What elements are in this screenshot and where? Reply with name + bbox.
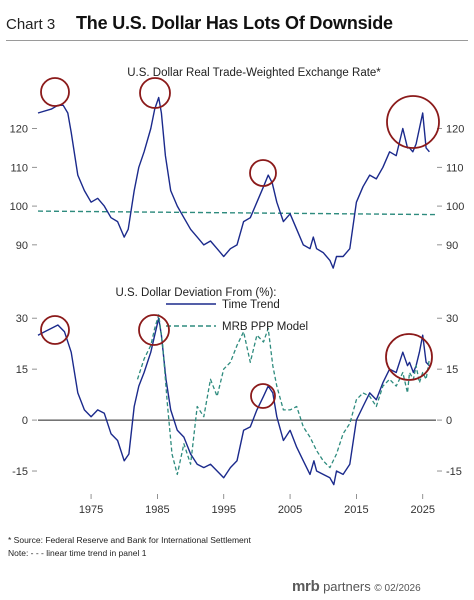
panel-title: U.S. Dollar Deviation From (%):	[115, 287, 276, 299]
y-tick-label-left: 30	[16, 313, 28, 325]
y-tick-label-right: 120	[446, 124, 464, 136]
x-tick-label: 2025	[410, 504, 434, 516]
series-line-ppp-model	[136, 314, 431, 476]
y-tick-label-left: 90	[16, 240, 28, 252]
x-tick-label: 1975	[79, 504, 103, 516]
panel-dollar-deviation: U.S. Dollar Deviation From (%): -15 -15 0 0 1…	[12, 287, 462, 516]
y-tick-label-right: 110	[446, 162, 464, 174]
y-tick-label-left: 100	[10, 201, 28, 213]
y-tick-label-left: 15	[16, 364, 28, 376]
y-tick-label-left: 0	[22, 415, 28, 427]
legend-label: Time Trend	[222, 299, 280, 311]
x-tick-label: 2015	[344, 504, 368, 516]
y-tick-label-left: -15	[12, 466, 28, 478]
highlight-circle	[386, 95, 440, 149]
highlight-circle	[250, 383, 276, 409]
series-line-time-trend	[37, 96, 430, 269]
chart-number: Chart 3	[6, 16, 56, 33]
x-tick-label: 1995	[211, 504, 235, 516]
brand-date: © 02/2026	[374, 583, 421, 594]
x-tick-label: 1985	[145, 504, 169, 516]
y-tick-label-right: -15	[446, 466, 462, 478]
highlight-circle	[40, 315, 70, 345]
chart-header: Chart 3 The U.S. Dollar Has Lots Of Down…	[6, 10, 468, 40]
chart-title: The U.S. Dollar Has Lots Of Downside	[76, 13, 393, 33]
source-note: * Source: Federal Reserve and Bank for I…	[8, 535, 251, 545]
legend-label: MRB PPP Model	[222, 321, 308, 333]
y-tick-label-right: 100	[446, 201, 464, 213]
brand-logo: mrb partners © 02/2026	[292, 578, 421, 595]
y-tick-label-right: 30	[446, 313, 458, 325]
highlight-circle	[138, 314, 170, 346]
brand-sub: partners	[323, 579, 371, 594]
y-tick-label-right: 90	[446, 240, 458, 252]
panel-title: U.S. Dollar Real Trade-Weighted Exchange…	[127, 67, 381, 79]
highlight-circle	[139, 77, 171, 109]
y-tick-label-left: 110	[10, 162, 28, 174]
panel-real-exchange-rate: U.S. Dollar Real Trade-Weighted Exchange…	[10, 67, 464, 269]
brand-main: mrb	[292, 578, 320, 595]
x-tick-label: 2005	[278, 504, 302, 516]
header-divider	[6, 40, 468, 41]
trend-line	[37, 210, 437, 216]
y-tick-label-right: 0	[446, 415, 452, 427]
series-line-time-trend	[37, 317, 430, 486]
highlight-circle	[40, 77, 70, 107]
y-tick-label-left: 120	[10, 124, 28, 136]
highlight-circle	[385, 333, 433, 381]
y-tick-label-right: 15	[446, 364, 458, 376]
highlight-circle	[249, 159, 277, 187]
trend-note: Note: - - - linear time trend in panel 1	[8, 548, 147, 558]
